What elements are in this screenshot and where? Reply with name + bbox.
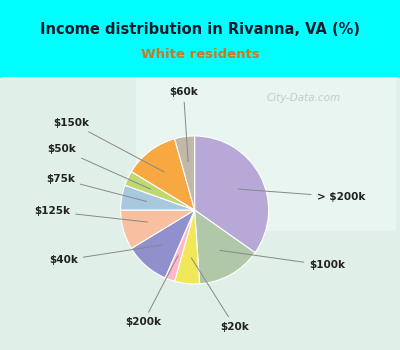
Wedge shape [175,136,195,210]
Wedge shape [194,136,268,253]
Text: $75k: $75k [46,174,147,202]
Wedge shape [131,210,194,278]
Text: > $200k: > $200k [238,189,365,202]
Wedge shape [194,210,255,284]
Text: $50k: $50k [48,144,151,189]
Wedge shape [125,172,194,210]
Text: $20k: $20k [191,258,249,332]
Text: $200k: $200k [125,256,178,328]
Text: $150k: $150k [54,118,164,172]
Text: Income distribution in Rivanna, VA (%): Income distribution in Rivanna, VA (%) [40,22,360,37]
Text: $60k: $60k [169,86,198,162]
Text: White residents: White residents [141,48,259,61]
Text: $40k: $40k [49,245,162,265]
Text: $125k: $125k [34,206,148,222]
Text: City-Data.com: City-Data.com [267,93,341,103]
Text: $100k: $100k [220,250,345,271]
Wedge shape [175,210,200,284]
Wedge shape [165,210,194,281]
Wedge shape [121,210,194,248]
Wedge shape [121,185,194,210]
Wedge shape [131,139,194,210]
